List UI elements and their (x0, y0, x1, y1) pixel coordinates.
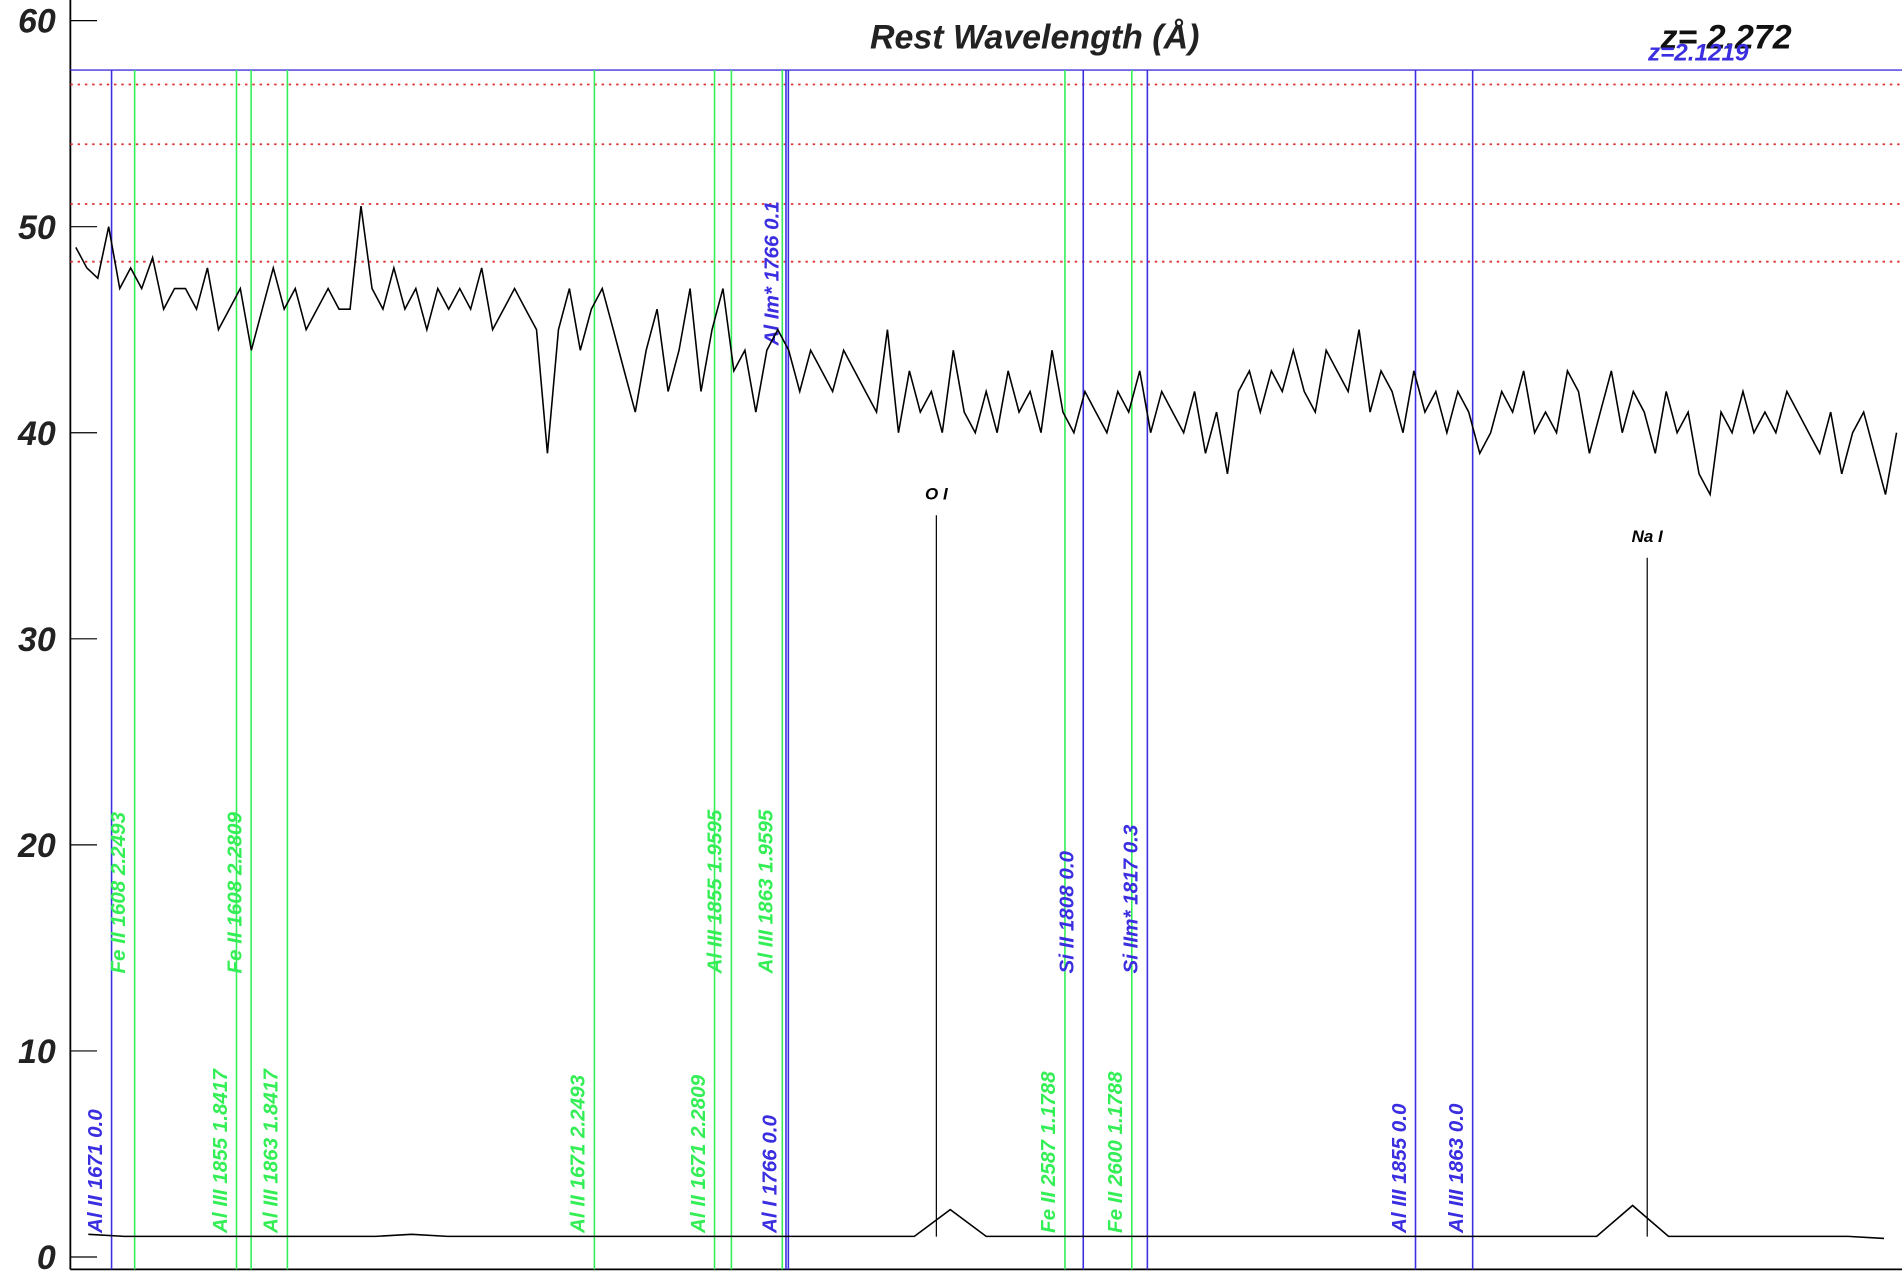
chart-title: Rest Wavelength (Å) (870, 19, 1199, 57)
redshift-alt: z=2.1219 (1647, 40, 1749, 67)
line-id-label: Al III 1855 1.9595 (704, 809, 727, 974)
line-id-label: Al III 1863 1.8417 (260, 1068, 283, 1234)
spectrum-line (75, 206, 1898, 498)
line-id-label: Si II 1808 0.0 (1056, 850, 1079, 973)
y-tick-label: 20 (17, 827, 56, 865)
line-id-label: Al II 1671 2.2809 (687, 1074, 710, 1234)
emission-label: O I (925, 485, 948, 504)
line-id-label: Al III 1863 1.9595 (755, 809, 778, 974)
y-tick-label: 30 (18, 621, 56, 659)
y-tick-label: 40 (17, 415, 56, 453)
emission-label: Na I (1632, 527, 1663, 546)
line-id-label: Fe II 2600 1.1788 (1104, 1071, 1127, 1233)
line-id-label: Al III 1863 0.0 (1445, 1103, 1468, 1234)
y-tick-label: 60 (18, 3, 56, 41)
line-id-label: Al I 1766 0.0 (758, 1114, 781, 1234)
y-tick-label: 50 (18, 209, 56, 247)
line-id-label: Fe II 1608 2.2809 (223, 811, 246, 973)
line-id-label: Al Im* 1766 0.1 (761, 201, 784, 346)
redshift-main: z= 2.272 (1660, 19, 1792, 57)
line-id-label: Al II 1671 2.2493 (567, 1074, 590, 1234)
line-id-label: Al III 1855 1.8417 (209, 1068, 232, 1234)
line-id-label: Al II 1671 0.0 (84, 1109, 107, 1234)
y-tick-label: 0 (37, 1239, 56, 1273)
spectrum-line (88, 1204, 1885, 1240)
line-id-label: Fe II 2587 1.1788 (1037, 1071, 1060, 1233)
line-id-label: Si IIm* 1817 0.3 (1120, 824, 1143, 973)
line-id-label: Fe II 1608 2.2493 (107, 811, 130, 973)
y-tick-label: 10 (18, 1033, 56, 1071)
line-id-label: Al III 1855 0.0 (1388, 1103, 1411, 1234)
